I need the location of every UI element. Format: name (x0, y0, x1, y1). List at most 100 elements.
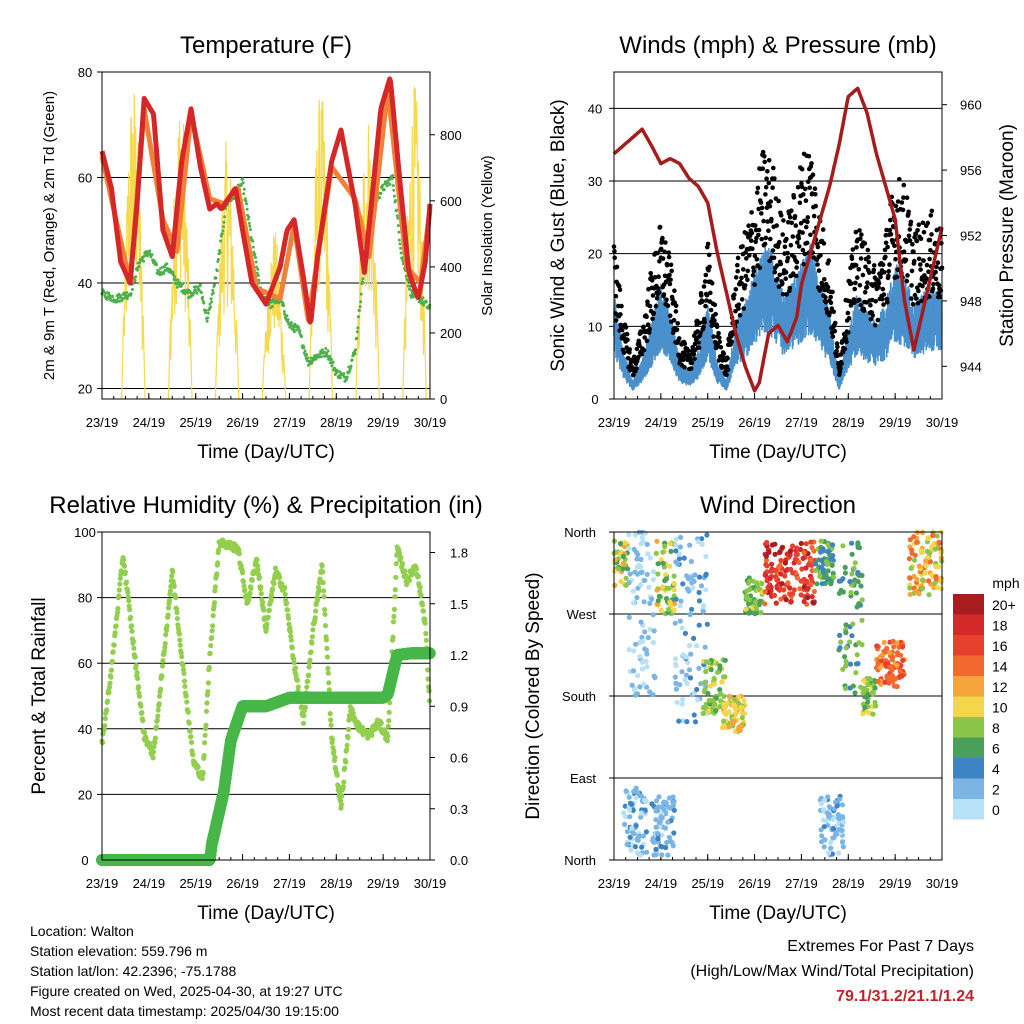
rh-point (392, 587, 398, 593)
gust-point (812, 186, 818, 191)
dewpoint-point (305, 353, 309, 356)
rh-point (320, 579, 326, 586)
gust-point (717, 335, 722, 341)
dewpoint-point (270, 304, 274, 308)
direction-point (686, 667, 693, 673)
direction-point (782, 560, 789, 566)
rh-point (291, 659, 297, 666)
y2-tick-label: 960 (960, 98, 982, 113)
direction-point (720, 718, 727, 724)
direction-point (747, 597, 753, 603)
dewpoint-point (253, 252, 257, 256)
direction-point (677, 544, 684, 550)
rh-point (105, 698, 111, 704)
gust-point (689, 360, 695, 365)
dewpoint-point (249, 236, 253, 239)
rh-point (182, 683, 188, 690)
y2-tick-label: 956 (960, 163, 982, 178)
dewpoint-point (356, 315, 360, 319)
gust-point (637, 343, 642, 349)
rh-point (212, 588, 218, 594)
rh-point (300, 720, 307, 726)
direction-point (783, 597, 789, 603)
gust-point (771, 165, 776, 171)
gust-point (777, 239, 782, 245)
rh-point (285, 607, 291, 613)
rh-point (107, 680, 113, 686)
gust-point (799, 166, 805, 172)
dewpoint-point (345, 375, 349, 379)
rh-point (422, 620, 428, 626)
gust-point (871, 267, 877, 273)
direction-point (633, 785, 639, 792)
y-tick-label: 60 (78, 170, 92, 185)
gust-point (815, 262, 820, 267)
y-tick-label: 20 (78, 787, 92, 802)
rh-point (126, 598, 132, 604)
gust-point (652, 275, 658, 280)
direction-point (679, 701, 685, 707)
gust-point (784, 292, 790, 297)
rh-point (419, 602, 426, 608)
gust-series (611, 149, 945, 378)
rh-point (322, 623, 329, 629)
direction-point (757, 598, 763, 604)
rh-point (106, 690, 112, 696)
direction-point (626, 614, 632, 620)
gust-point (871, 263, 877, 268)
dewpoint-point (125, 297, 129, 301)
gust-point (873, 299, 878, 304)
dewpoint-point (295, 328, 299, 332)
direction-point (679, 625, 685, 631)
direction-point (713, 708, 719, 714)
direction-point (629, 682, 635, 688)
direction-series (611, 529, 945, 858)
gust-point (920, 220, 926, 226)
rh-point (175, 626, 181, 632)
rh-point (209, 628, 215, 634)
gust-point (927, 237, 933, 243)
dewpoint-point (354, 348, 358, 352)
direction-point (655, 830, 661, 837)
gust-point (824, 306, 829, 312)
gust-point (780, 281, 785, 286)
direction-point (688, 651, 694, 657)
rh-point (391, 613, 397, 620)
gust-point (709, 281, 715, 286)
direction-point (684, 573, 690, 579)
rh-point (165, 612, 171, 618)
gust-point (850, 247, 856, 252)
gust-point (796, 236, 802, 241)
rh-point (205, 688, 211, 695)
gust-point (919, 298, 924, 304)
rh-point (140, 718, 146, 724)
gust-point (739, 297, 745, 302)
direction-point (779, 545, 785, 551)
gust-point (751, 265, 756, 271)
dewpoint-point (129, 292, 133, 296)
direction-point (696, 589, 702, 596)
direction-point (707, 683, 714, 689)
rh-point (413, 566, 419, 572)
x-tick-label: 24/19 (133, 415, 166, 430)
direction-point (691, 712, 697, 718)
direction-point (798, 540, 804, 547)
rh-point (266, 607, 272, 613)
rh-point (180, 662, 186, 668)
gust-point (625, 337, 630, 343)
direction-point (650, 576, 656, 583)
rh-point (214, 571, 220, 577)
dewpoint-point (251, 239, 255, 243)
gust-point (653, 303, 659, 309)
gust-point (798, 220, 804, 226)
gust-point (667, 313, 673, 319)
direction-point (702, 686, 708, 693)
rh-point (285, 615, 292, 622)
direction-point (634, 595, 640, 601)
dewpoint-point (215, 269, 219, 273)
direction-point (779, 581, 785, 587)
direction-point (677, 618, 683, 624)
direction-point (638, 564, 644, 570)
direction-point (658, 843, 664, 850)
dewpoint-point (150, 253, 154, 257)
